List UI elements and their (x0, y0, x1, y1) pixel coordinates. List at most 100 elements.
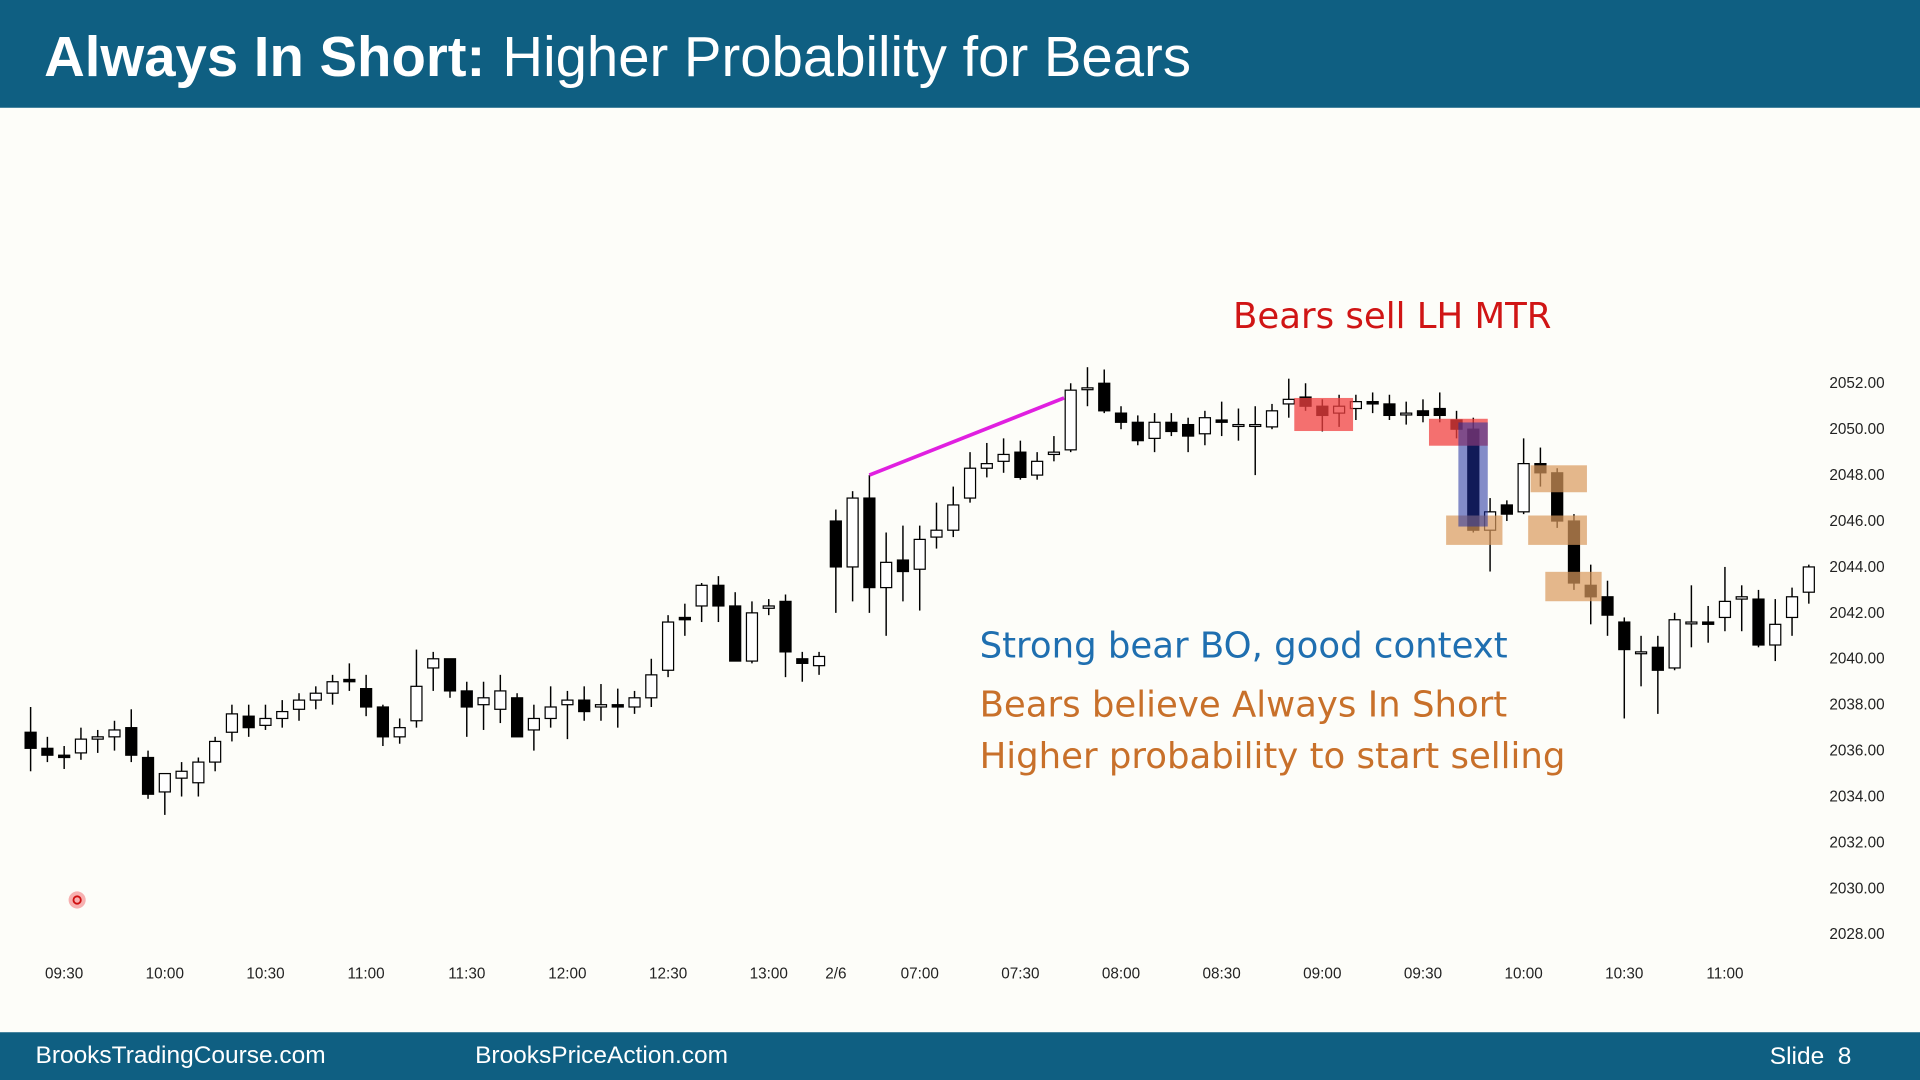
footer-middle: BrooksPriceAction.com (475, 1042, 728, 1069)
candle-body (1232, 423, 1245, 428)
x-tick-label: 12:00 (548, 965, 586, 982)
candle-body (1198, 417, 1212, 435)
candle-body (1249, 423, 1262, 428)
candle-body (812, 655, 826, 667)
candle-body (930, 529, 943, 538)
candle (209, 736, 222, 772)
candle (863, 475, 876, 613)
candle (1718, 566, 1732, 632)
candle-body (58, 754, 71, 759)
candle-body (1181, 423, 1195, 437)
candle-body (276, 710, 289, 720)
candle (1601, 580, 1614, 636)
candle-body (477, 697, 490, 706)
footer-left: BrooksTradingCourse.com (36, 1042, 326, 1069)
candle (527, 704, 540, 751)
candle (997, 438, 1010, 473)
candle-body (1735, 596, 1748, 600)
x-tick-label: 10:30 (1605, 965, 1643, 982)
x-tick-label: 11:00 (1706, 965, 1743, 982)
candle-body (1718, 600, 1732, 619)
candle-body (259, 717, 272, 726)
candle-body (1064, 389, 1077, 451)
candle (292, 693, 306, 721)
candle (880, 532, 893, 636)
y-tick-label: 2034.00 (1829, 788, 1884, 805)
candle-body (242, 715, 255, 729)
candle-body (343, 678, 356, 683)
x-tick-label: 12:30 (649, 965, 687, 982)
candle (745, 601, 759, 664)
candle-body (1131, 421, 1144, 442)
candle (1802, 564, 1815, 604)
candle-body (578, 699, 591, 713)
candle-body (880, 561, 893, 589)
candle-body (292, 699, 306, 710)
candle (796, 651, 809, 682)
candle (410, 649, 423, 728)
candle (1752, 589, 1765, 648)
candle (628, 690, 641, 714)
pointer (68, 891, 86, 909)
candle-body (175, 770, 188, 779)
candle (947, 486, 960, 538)
y-tick-label: 2048.00 (1829, 467, 1884, 484)
candle-body (1651, 646, 1664, 671)
candle-body (1668, 619, 1681, 669)
candle-body (427, 658, 440, 669)
candle-body (678, 616, 691, 621)
candle-body (1014, 451, 1027, 479)
candle-body (1416, 410, 1430, 417)
candle (1181, 417, 1195, 453)
candle (58, 746, 71, 769)
x-tick-label: 08:30 (1203, 965, 1241, 982)
candle-body (460, 690, 473, 708)
candle (1198, 410, 1212, 446)
candle-body (1702, 621, 1715, 625)
candle (1769, 599, 1782, 662)
candle-body (393, 727, 406, 738)
candle-body (695, 584, 708, 607)
candle (829, 509, 842, 613)
candle-body (510, 697, 524, 738)
candle-body (561, 699, 574, 706)
candle (779, 594, 792, 678)
candle (494, 674, 507, 724)
candle-body (1081, 387, 1094, 391)
candle (729, 592, 742, 662)
candle (594, 684, 608, 721)
candle-body (947, 504, 960, 531)
candle-body (896, 559, 910, 573)
candle (1517, 438, 1530, 515)
candle (1148, 413, 1161, 453)
y-tick-label: 2042.00 (1829, 605, 1884, 622)
y-tick-label: 2038.00 (1829, 697, 1884, 714)
x-tick-label: 07:00 (901, 965, 939, 982)
candle-body (125, 727, 138, 756)
y-tick-label: 2032.00 (1829, 834, 1884, 851)
candle-body (1685, 621, 1698, 625)
candle-body (527, 717, 540, 731)
candle (225, 704, 239, 742)
bear-breakout-box (1458, 422, 1488, 527)
candle-body (141, 756, 155, 795)
x-tick-label: 10:00 (1504, 965, 1542, 982)
candle (1685, 585, 1698, 648)
y-tick-label: 2052.00 (1829, 375, 1884, 392)
candle-body (1517, 463, 1530, 513)
y-tick-label: 2030.00 (1829, 880, 1884, 897)
candle (192, 757, 205, 797)
candle (1735, 585, 1748, 632)
candle-body (1098, 382, 1111, 412)
annotation: Strong bear BO, good context (980, 626, 1508, 667)
candle (1651, 635, 1664, 714)
x-tick-label: 11:30 (448, 965, 485, 982)
candle (1702, 605, 1715, 643)
candle-body (1165, 421, 1178, 433)
candle (1165, 413, 1178, 437)
candle (309, 686, 322, 710)
candle-body (1400, 412, 1413, 416)
candle (561, 690, 574, 740)
